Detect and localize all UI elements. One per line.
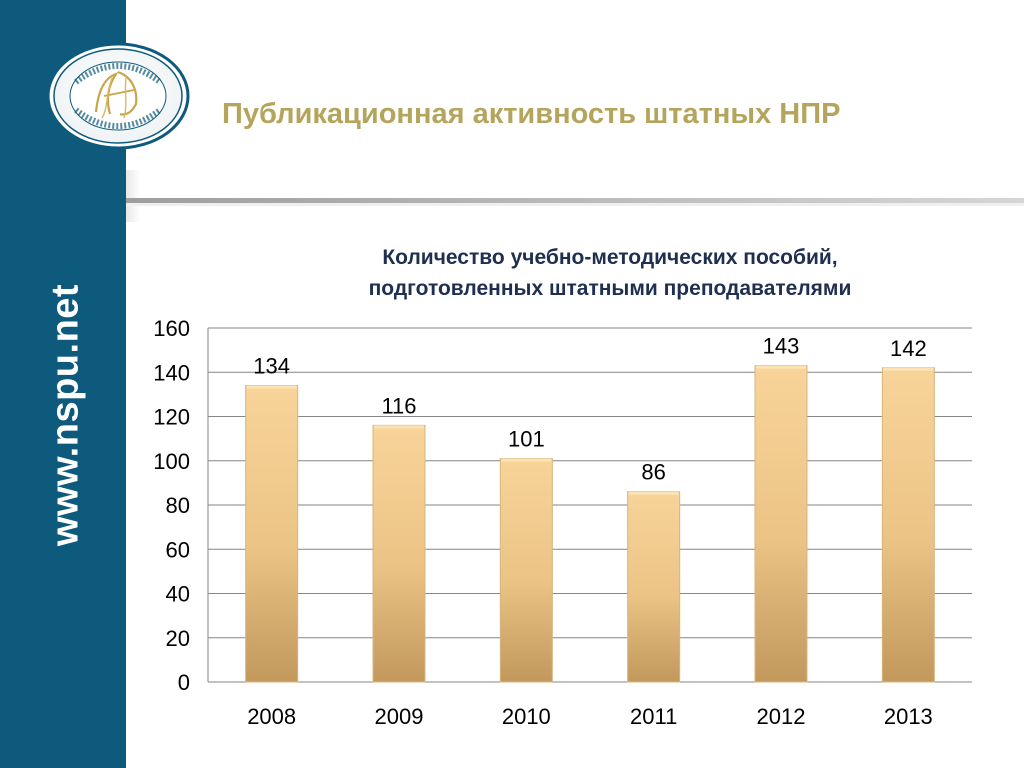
data-label: 134: [253, 354, 290, 379]
data-label: 116: [381, 393, 416, 418]
y-tick-label: 40: [166, 582, 190, 607]
chart-title-line-1: Количество учебно-методических пособий,: [382, 246, 838, 269]
y-tick-label: 0: [178, 670, 190, 695]
x-tick-label: 2008: [247, 704, 296, 729]
x-tick-label: 2012: [757, 704, 806, 729]
y-tick-label: 60: [166, 537, 190, 562]
bar-highlight: [628, 491, 679, 495]
bar: [499, 458, 553, 683]
data-label: 143: [763, 334, 800, 359]
y-tick-label: 80: [166, 493, 190, 518]
university-seal-icon: [46, 42, 190, 150]
x-tick-label: 2013: [884, 704, 933, 729]
x-tick-label: 2009: [375, 704, 424, 729]
bar: [627, 491, 681, 683]
bar: [754, 365, 808, 683]
x-tick-label: 2010: [502, 704, 551, 729]
bar-highlight: [883, 367, 934, 371]
title-divider: [126, 170, 1024, 222]
y-tick-label: 20: [166, 626, 190, 651]
chart-title-line-2: подготовленных штатными преподавателями: [368, 277, 852, 300]
y-tick-label: 160: [153, 316, 190, 341]
bar-highlight: [501, 458, 552, 462]
y-tick-label: 120: [153, 405, 190, 430]
bar: [245, 385, 299, 683]
y-tick-label: 140: [153, 360, 190, 385]
data-label: 101: [508, 427, 545, 452]
slide-title: Публикационная активность штатных НПР: [222, 98, 841, 130]
bar: [372, 424, 426, 683]
chart-title: Количество учебно-методических пособий, …: [210, 242, 1010, 304]
bar: [881, 367, 935, 683]
data-label: 142: [890, 336, 927, 361]
bar-highlight: [756, 365, 806, 369]
bar-highlight: [374, 425, 424, 429]
x-tick-label: 2011: [630, 704, 677, 729]
data-label: 86: [641, 460, 665, 485]
y-tick-label: 100: [153, 449, 190, 474]
bar-highlight: [246, 385, 297, 389]
